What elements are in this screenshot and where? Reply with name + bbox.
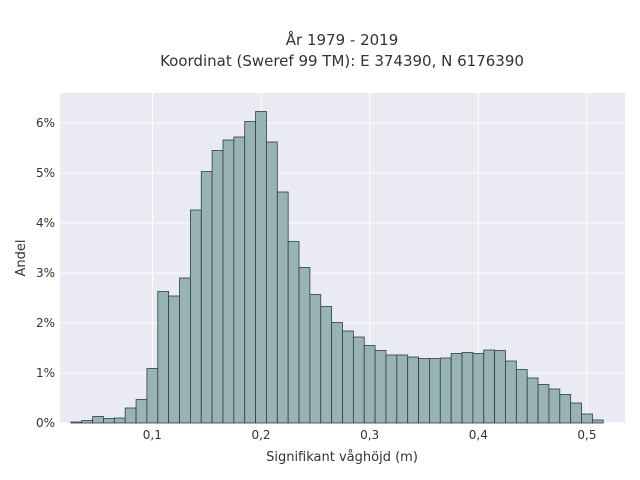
histogram-bar — [483, 349, 496, 424]
histogram-bar — [570, 402, 582, 424]
histogram-bar — [472, 353, 485, 424]
x-tick-label: 0,5 — [577, 428, 596, 442]
histogram-bar — [342, 330, 354, 424]
x-axis-title: Signifikant våghöjd (m) — [266, 450, 418, 465]
x-axis-tick-labels: 0,1 0,2 0,3 0,4 0,5 — [143, 428, 597, 442]
histogram-bar — [103, 418, 115, 424]
y-tick-label: 5% — [36, 166, 55, 180]
histogram-bar — [374, 350, 387, 424]
histogram-bar — [168, 295, 180, 424]
histogram-bar — [70, 421, 83, 424]
histogram-bar — [189, 209, 202, 424]
histogram-bar — [211, 150, 224, 424]
histogram-bar — [298, 267, 311, 424]
histogram-bar — [450, 353, 463, 424]
chart-title: År 1979 - 2019 — [286, 30, 399, 49]
histogram-bar — [407, 356, 419, 424]
histogram-bar — [396, 354, 409, 424]
histogram-bar — [363, 345, 376, 424]
histogram-bar — [429, 358, 441, 424]
histogram-bar — [352, 336, 365, 424]
x-tick-label: 0,3 — [360, 428, 379, 442]
histogram-bar — [222, 139, 235, 424]
y-axis-tick-labels: 0% 1% 2% 3% 4% 5% 6% — [36, 116, 55, 430]
x-tick-label: 0,2 — [251, 428, 270, 442]
histogram-bar — [135, 399, 148, 424]
histogram-bars — [70, 111, 604, 424]
histogram-bar — [592, 419, 604, 424]
histogram-bar — [548, 388, 561, 424]
histogram-bar — [385, 354, 398, 424]
histogram-bar — [309, 294, 322, 424]
histogram-bar — [244, 121, 256, 424]
histogram-bar — [505, 360, 517, 424]
y-tick-label: 0% — [36, 416, 55, 430]
y-axis-title: Andel — [14, 240, 29, 277]
y-tick-label: 1% — [36, 366, 55, 380]
histogram-bar — [320, 306, 333, 424]
histogram-bar — [439, 357, 452, 424]
x-tick-label: 0,4 — [469, 428, 488, 442]
histogram-bar — [113, 417, 126, 424]
y-tick-label: 3% — [36, 266, 55, 280]
histogram-bar — [179, 277, 191, 424]
histogram-bar — [255, 111, 267, 424]
histogram-bar — [418, 358, 430, 424]
histogram-bar — [157, 291, 170, 424]
histogram-bar — [92, 416, 104, 424]
histogram-bar — [287, 241, 300, 424]
histogram-bar — [515, 369, 528, 424]
histogram-bar — [276, 191, 289, 424]
histogram-bar — [81, 420, 93, 424]
y-tick-label: 4% — [36, 216, 55, 230]
histogram-bar — [526, 377, 539, 424]
histogram-bar — [146, 368, 159, 424]
histogram-bar — [581, 413, 593, 424]
histogram-bar — [124, 407, 137, 424]
histogram-bar — [537, 384, 550, 424]
histogram-bar — [559, 394, 572, 424]
y-tick-label: 6% — [36, 116, 55, 130]
histogram-bar — [200, 171, 213, 424]
y-tick-label: 2% — [36, 316, 55, 330]
chart-subtitle: Koordinat (Sweref 99 TM): E 374390, N 61… — [160, 52, 524, 70]
histogram-bar — [461, 352, 474, 424]
x-tick-label: 0,1 — [143, 428, 162, 442]
histogram-bar — [331, 322, 343, 424]
histogram-bar — [494, 350, 506, 424]
histogram-bar — [266, 141, 278, 424]
histogram-bar — [233, 136, 246, 424]
